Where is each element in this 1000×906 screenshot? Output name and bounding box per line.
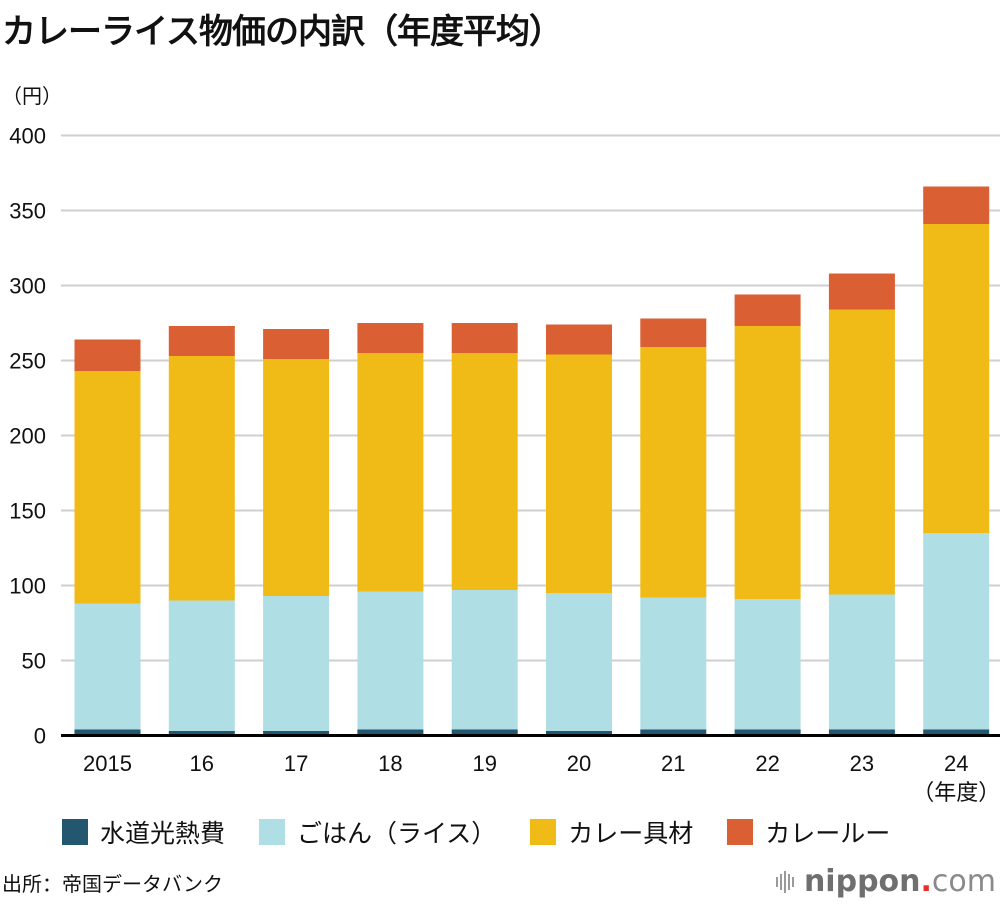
x-tick-label: 2015 — [83, 751, 132, 776]
y-tick-label: 200 — [9, 424, 46, 449]
y-tick-label: 150 — [9, 499, 46, 524]
bar-stack — [640, 318, 707, 736]
logo-dot: . — [920, 864, 932, 899]
bar-segment — [828, 594, 895, 730]
logo-text: nippon — [803, 864, 921, 899]
logo-suffix: com — [931, 864, 996, 899]
legend-item-rice: ごはん（ライス） — [259, 814, 496, 850]
bar-segment — [734, 599, 801, 730]
legend-label-curry-roux: カレールー — [765, 819, 891, 848]
bar-stack — [74, 339, 141, 736]
bar-segment — [923, 224, 990, 533]
chart-title: カレーライス物価の内訳（年度平均） — [2, 12, 563, 52]
y-axis-ticks: 0 50 100 150 200 250 300 350 400 — [9, 124, 46, 749]
source-note: 出所：帝国データバンク — [2, 872, 223, 896]
bar-segment — [263, 596, 330, 731]
bar-segment — [640, 597, 707, 730]
legend-item-utilities: 水道光熱費 — [62, 814, 225, 850]
legend-label-rice: ごはん（ライス） — [297, 819, 497, 848]
x-tick-label: 17 — [284, 751, 308, 776]
bar-segment — [74, 339, 141, 371]
bar-segment — [451, 590, 518, 730]
legend-swatch-rice — [259, 819, 286, 845]
bar-segment — [923, 533, 990, 730]
bar-stack — [451, 323, 518, 736]
bar-segment — [74, 729, 141, 736]
y-tick-label: 250 — [9, 349, 46, 374]
bar-segment — [263, 731, 330, 736]
bar-stack — [923, 186, 990, 736]
legend-label-curry-ingredients: カレー具材 — [568, 819, 694, 848]
y-tick-label: 50 — [22, 649, 46, 674]
y-tick-label: 100 — [9, 574, 46, 599]
x-tick-label: 20 — [567, 751, 591, 776]
bar-segment — [546, 731, 612, 736]
x-axis-ticks: 2015 16 17 18 19 20 21 22 23 24 — [83, 751, 968, 776]
nippon-com-logo: nippon. com — [775, 864, 996, 899]
bar-segment — [451, 323, 518, 353]
bar-segment — [451, 353, 518, 590]
sound-bars-icon — [775, 870, 796, 893]
x-tick-label: 23 — [850, 751, 874, 776]
legend-swatch-utilities — [62, 819, 88, 845]
bar-segment — [357, 323, 424, 353]
bar-segment — [357, 591, 424, 730]
bar-segment — [74, 603, 141, 730]
y-tick-label: 400 — [9, 124, 46, 149]
bar-segment — [357, 353, 424, 592]
bar-segment — [734, 729, 801, 736]
bar-segment — [168, 731, 235, 736]
bar-segment — [640, 729, 707, 736]
bar-stack — [734, 294, 801, 736]
bar-stack — [168, 326, 235, 736]
bar-segment — [923, 186, 990, 224]
legend-swatch-curry-roux — [727, 819, 754, 845]
x-tick-label: 21 — [661, 751, 685, 776]
bar-segment — [74, 371, 141, 604]
bar-segment — [828, 273, 895, 310]
bar-segment — [546, 593, 612, 731]
y-tick-label: 0 — [34, 724, 46, 749]
legend-swatch-curry-ingredients — [530, 819, 557, 845]
bar-segment — [923, 729, 990, 736]
bar-segment — [546, 324, 612, 355]
x-tick-label: 22 — [755, 751, 779, 776]
bar-segment — [640, 347, 707, 598]
bar-segment — [451, 729, 518, 736]
legend-item-curry-roux: カレールー — [727, 814, 890, 850]
bar-stack — [357, 323, 424, 736]
y-tick-label: 300 — [9, 274, 46, 299]
legend-item-curry-ingredients: カレー具材 — [530, 814, 693, 850]
bar-segment — [734, 294, 801, 326]
x-tick-label: 16 — [190, 751, 214, 776]
legend-label-utilities: 水道光熱費 — [100, 819, 226, 848]
bar-stack — [263, 329, 330, 736]
bars — [74, 186, 990, 736]
bar-segment — [828, 309, 895, 595]
bar-segment — [263, 359, 330, 596]
bar-segment — [640, 318, 707, 347]
bar-segment — [546, 354, 612, 593]
bar-stack — [828, 273, 895, 736]
bar-segment — [168, 356, 235, 601]
x-tick-label: 19 — [472, 751, 496, 776]
y-tick-label: 350 — [9, 199, 46, 224]
bar-segment — [734, 326, 801, 599]
bar-segment — [357, 729, 424, 736]
x-tick-label: 18 — [378, 751, 402, 776]
bar-segment — [168, 600, 235, 731]
x-tick-label: 24 — [944, 751, 968, 776]
bar-segment — [828, 729, 895, 736]
legend: 水道光熱費 ごはん（ライス） カレー具材 カレールー — [62, 814, 924, 850]
y-axis-unit-label: （円） — [2, 84, 62, 108]
bar-segment — [263, 329, 330, 359]
x-axis-label: （年度） — [912, 781, 1000, 806]
bar-segment — [168, 326, 235, 356]
bar-stack — [546, 324, 612, 736]
